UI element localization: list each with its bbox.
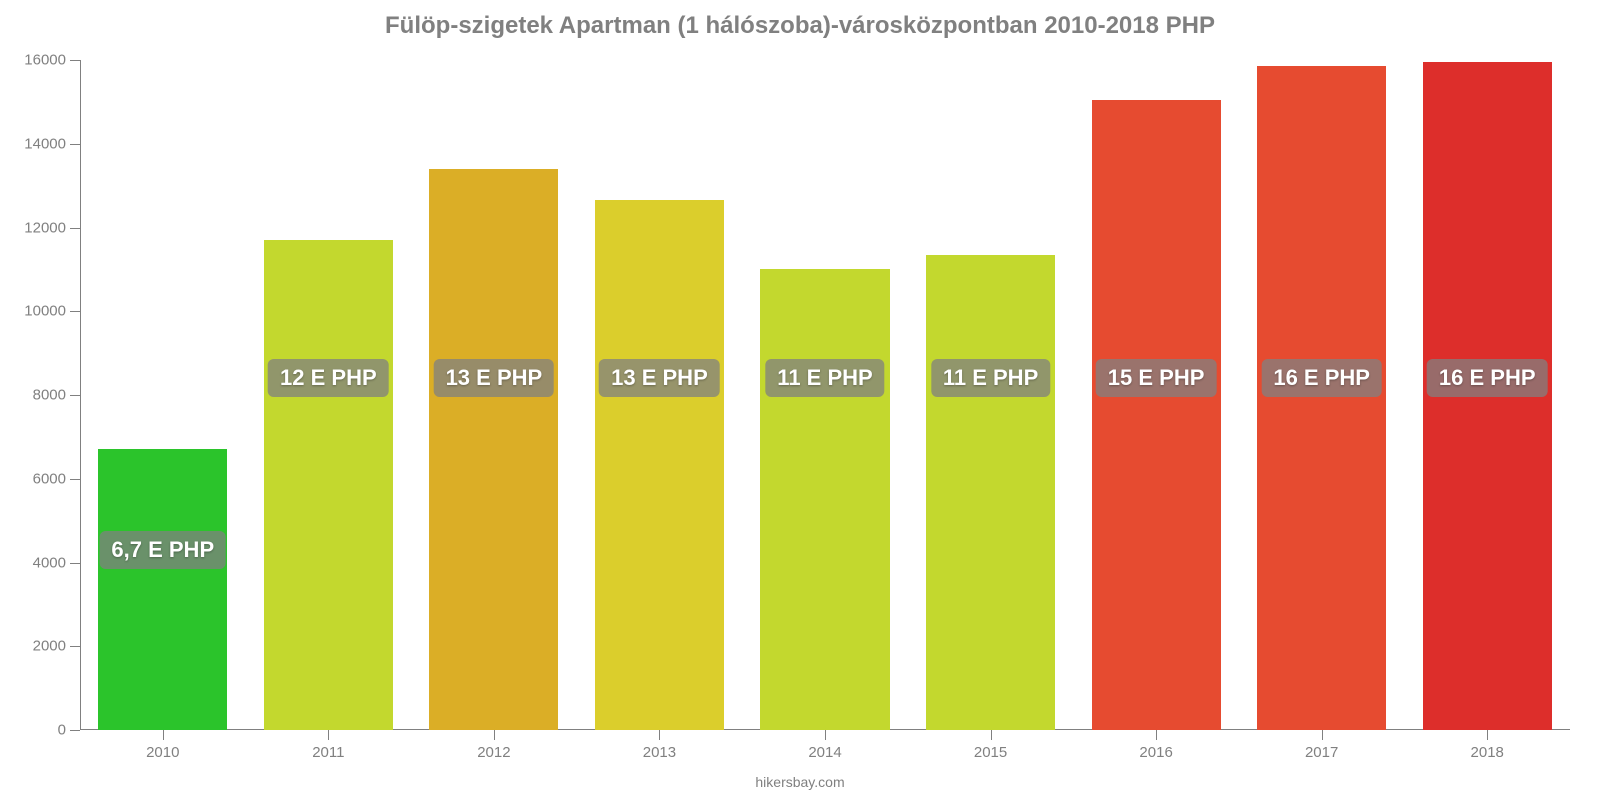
x-tick [991,730,992,740]
plot-area: 6,7 E PHP 12 E PHP 13 E PHP 13 E PHP 11 E PH… [80,60,1570,730]
x-tick [1487,730,1488,740]
x-tick [825,730,826,740]
x-tick [659,730,660,740]
y-tick [70,479,80,480]
y-tick-label: 0 [58,722,66,739]
y-tick [70,395,80,396]
y-tick-label: 8000 [33,387,66,404]
y-tick-label: 14000 [24,135,66,152]
bar-value-label: 11 E PHP [931,359,1050,397]
x-tick-label: 2015 [974,744,1007,761]
x-tick-label: 2017 [1305,744,1338,761]
y-tick [70,311,80,312]
y-tick-label: 12000 [24,219,66,236]
x-tick-label: 2016 [1139,744,1172,761]
y-tick [70,228,80,229]
x-tick-label: 2011 [312,744,344,761]
x-tick [494,730,495,740]
bar-value-label: 6,7 E PHP [99,531,226,569]
bar [264,240,393,730]
bar-value-label: 16 E PHP [1261,359,1382,397]
bar-value-label: 13 E PHP [434,359,555,397]
y-tick-label: 16000 [24,52,66,69]
y-tick-label: 4000 [33,554,66,571]
bar [926,255,1055,730]
bar-value-label: 16 E PHP [1427,359,1548,397]
bar [98,449,227,730]
y-tick [70,646,80,647]
bar-value-label: 13 E PHP [599,359,720,397]
x-tick [163,730,164,740]
bar-value-label: 12 E PHP [268,359,389,397]
x-tick-label: 2010 [146,744,179,761]
bar-value-label: 11 E PHP [765,359,884,397]
chart-container: Fülöp-szigetek Apartman (1 hálószoba)-vá… [0,0,1600,800]
bar [1092,100,1221,730]
x-tick-label: 2018 [1471,744,1504,761]
chart-title: Fülöp-szigetek Apartman (1 hálószoba)-vá… [0,12,1600,40]
x-tick [328,730,329,740]
credit-text: hikersbay.com [0,774,1600,790]
y-tick [70,563,80,564]
y-tick-label: 6000 [33,470,66,487]
y-tick-label: 10000 [24,303,66,320]
x-tick-label: 2014 [808,744,841,761]
y-tick-label: 2000 [33,638,66,655]
bar-value-label: 15 E PHP [1096,359,1217,397]
x-tick-label: 2013 [643,744,676,761]
y-tick [70,60,80,61]
x-tick-label: 2012 [477,744,510,761]
x-tick [1322,730,1323,740]
bar [1257,66,1386,730]
x-tick [1156,730,1157,740]
bar [760,269,889,730]
y-tick [70,730,80,731]
bar-group: 6,7 E PHP 12 E PHP 13 E PHP 13 E PHP 11 E PH… [80,60,1570,730]
bar [595,200,724,730]
bar [429,169,558,730]
y-tick [70,144,80,145]
